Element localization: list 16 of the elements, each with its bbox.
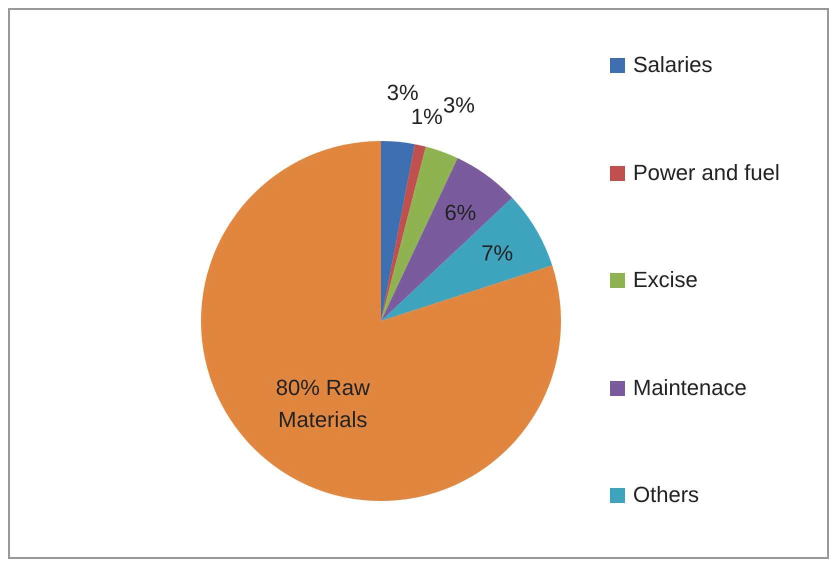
data-label: 6%	[444, 199, 476, 224]
pie-slice	[381, 158, 512, 321]
data-label: 1%	[410, 104, 443, 129]
legend-label: Salaries	[633, 51, 714, 79]
legend-label: Excise	[633, 266, 699, 294]
pie-slice	[381, 141, 415, 321]
data-label: 3%	[386, 80, 419, 105]
legend-label: Power and fuel	[633, 158, 781, 186]
data-label: 80% Raw Materials	[276, 374, 370, 432]
legend-label: Maintenace	[633, 374, 748, 402]
pie-slice	[201, 141, 561, 501]
data-label: 7%	[481, 240, 514, 265]
data-label: 3%	[443, 92, 475, 118]
pie-slice	[381, 198, 552, 321]
pie-slice	[381, 144, 426, 321]
legend-label: Others	[633, 481, 700, 509]
